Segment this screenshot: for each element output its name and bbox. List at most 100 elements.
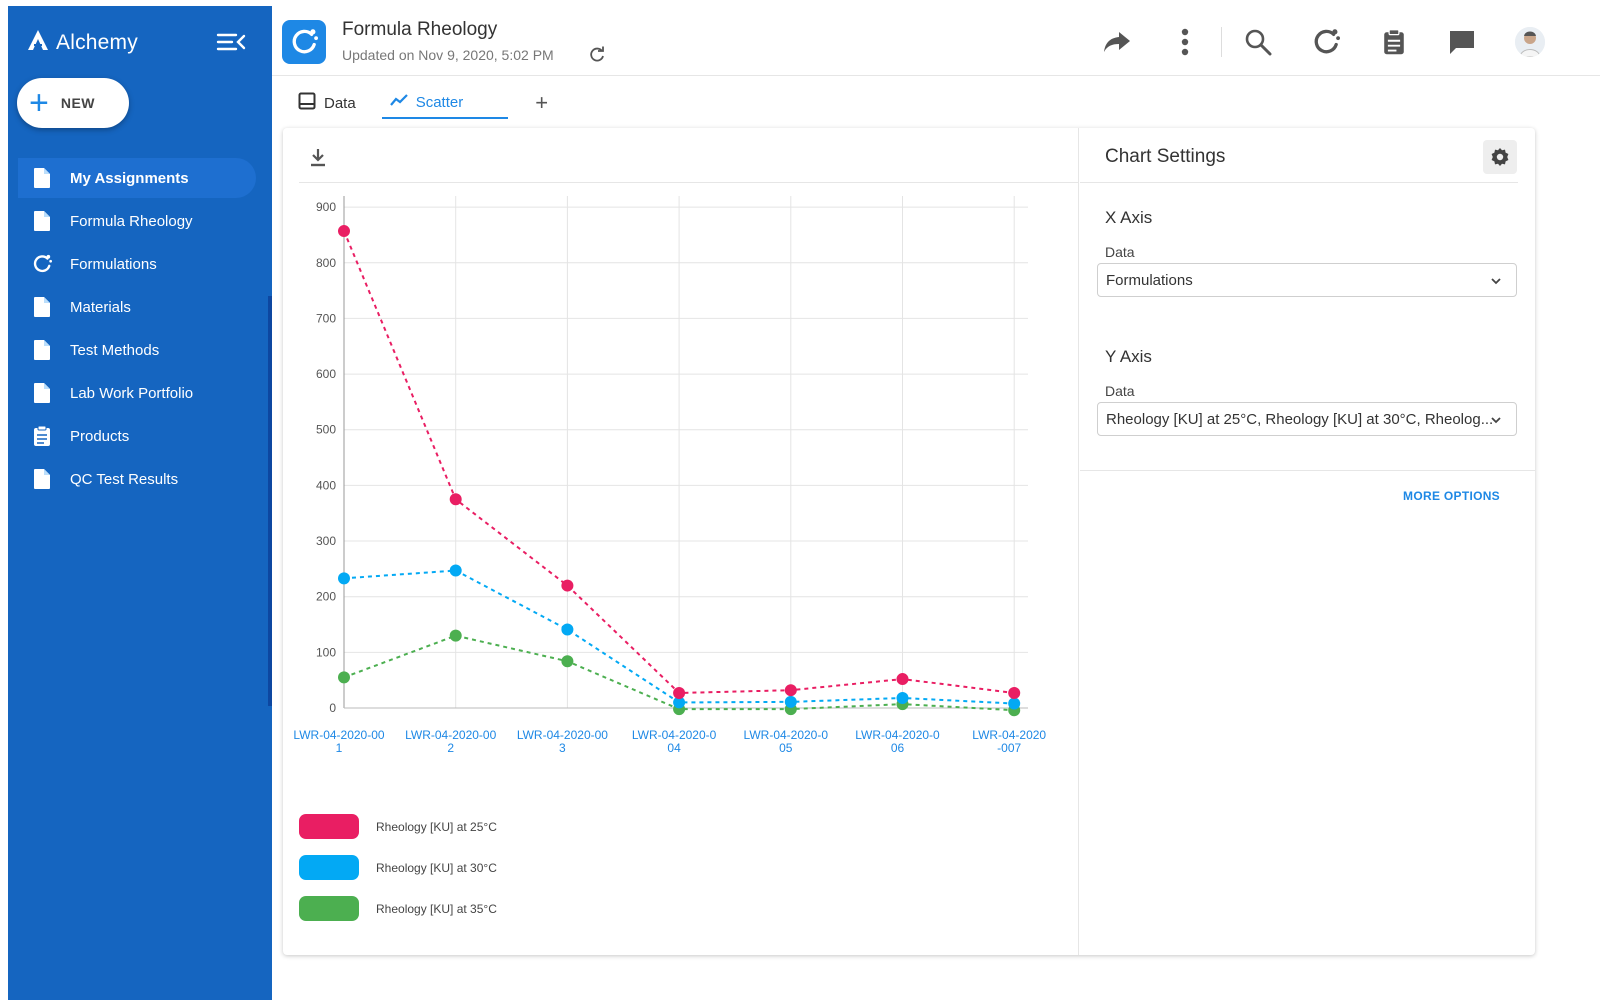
sidebar-item-label: Products <box>70 427 130 445</box>
more-options-button[interactable]: MORE OPTIONS <box>1403 489 1500 503</box>
document-icon <box>32 296 52 318</box>
gear-icon[interactable] <box>1483 140 1517 174</box>
tab-label: Data <box>324 94 356 112</box>
sidebar-item-label: My Assignments <box>70 169 189 187</box>
chevron-down-icon <box>1490 274 1502 286</box>
scatter-chart: 0 100 200 300 400 500 600 700 800 900 LWR-04-2020-… <box>293 196 1046 755</box>
data-point <box>449 564 462 577</box>
x-tick-label: LWR-04-2020 <box>972 728 1046 742</box>
document-icon <box>32 167 52 189</box>
table-icon <box>298 92 316 114</box>
brand-name: Alchemy <box>56 30 138 54</box>
x-tick-label: 04 <box>667 741 681 755</box>
chart-legend: Rheology [KU] at 25°C Rheology [KU] at 30… <box>299 806 497 929</box>
sidebar-item-lab-work-portfolio[interactable]: Lab Work Portfolio <box>18 373 256 413</box>
legend-label: Rheology [KU] at 35°C <box>376 901 497 916</box>
line-chart-icon <box>389 93 408 111</box>
legend-item[interactable]: Rheology [KU] at 35°C <box>299 888 497 929</box>
legend-item[interactable]: Rheology [KU] at 30°C <box>299 847 497 888</box>
y-axis-selected-value: Rheology [KU] at 25°C, Rheology [KU] at … <box>1106 410 1494 428</box>
sidebar-item-label: QC Test Results <box>70 470 179 488</box>
legend-label: Rheology [KU] at 25°C <box>376 819 497 834</box>
x-tick-label: LWR-04-2020-0 <box>855 728 940 742</box>
x-axis-data-select[interactable]: Formulations <box>1097 263 1517 297</box>
data-point <box>673 686 686 699</box>
new-button-label: NEW <box>60 95 96 111</box>
sidebar-item-formulations[interactable]: Formulations <box>18 244 256 284</box>
y-tick-label: 100 <box>316 645 336 659</box>
x-tick-label: 2 <box>447 741 454 755</box>
tab-data[interactable]: Data <box>290 87 364 119</box>
plus-icon: + <box>29 84 49 122</box>
clipboard-icon[interactable] <box>1360 22 1428 62</box>
data-point <box>338 671 350 684</box>
tab-label: Scatter <box>415 93 464 111</box>
tab-scatter[interactable]: Scatter <box>381 87 508 119</box>
search-icon[interactable] <box>1224 22 1292 62</box>
download-icon[interactable] <box>307 146 329 168</box>
sidebar-item-label: Test Methods <box>70 341 160 359</box>
legend-item[interactable]: Rheology [KU] at 25°C <box>299 806 497 847</box>
y-tick-label: 800 <box>316 256 336 270</box>
legend-swatch <box>299 814 359 839</box>
more-vert-icon[interactable] <box>1151 22 1219 62</box>
chat-icon[interactable] <box>1428 22 1496 62</box>
add-tab-button[interactable]: + <box>535 90 549 115</box>
data-point <box>784 695 797 708</box>
formulation-icon <box>32 253 52 275</box>
legend-swatch <box>299 855 359 880</box>
new-button[interactable]: + NEW <box>17 78 129 128</box>
x-tick-label: LWR-04-2020-00 <box>405 728 496 742</box>
sidebar-item-formula-rheology[interactable]: Formula Rheology <box>18 201 256 241</box>
x-tick-label: 1 <box>336 741 343 755</box>
sidebar-item-test-methods[interactable]: Test Methods <box>18 330 256 370</box>
y-tick-label: 400 <box>316 478 336 492</box>
x-tick-label: LWR-04-2020-0 <box>632 728 717 742</box>
x-axis-heading: X Axis <box>1105 208 1153 227</box>
x-tick-label: 3 <box>559 741 566 755</box>
sidebar-item-materials[interactable]: Materials <box>18 287 256 327</box>
data-point <box>896 691 909 704</box>
y-tick-label: 500 <box>316 423 336 437</box>
menu-collapse-icon[interactable] <box>216 30 246 54</box>
sidebar-item-products[interactable]: Products <box>18 416 256 456</box>
settings-divider <box>1080 470 1535 471</box>
chart-settings-panel: Chart Settings X Axis Data Formulations … <box>1080 128 1535 955</box>
sidebar: Alchemy + NEW My Assignments Formula Rhe… <box>8 6 272 1000</box>
data-point <box>561 623 574 636</box>
sidebar-item-label: Formulations <box>70 255 157 273</box>
x-tick-label: -007 <box>997 741 1021 755</box>
x-axis-selected-value: Formulations <box>1106 271 1193 289</box>
data-point <box>449 629 462 642</box>
document-icon <box>32 468 52 490</box>
data-point <box>338 225 350 238</box>
share-icon[interactable] <box>1083 22 1151 62</box>
sidebar-item-my-assignments[interactable]: My Assignments <box>18 158 256 198</box>
refresh-icon[interactable] <box>588 46 606 64</box>
document-icon <box>32 382 52 404</box>
updated-timestamp: Updated on Nov 9, 2020, 5:02 PM <box>342 47 554 63</box>
y-tick-label: 0 <box>329 701 336 715</box>
page-title: Formula Rheology <box>342 19 498 40</box>
data-point <box>561 655 574 668</box>
y-tick-label: 600 <box>316 367 336 381</box>
sidebar-item-qc-test-results[interactable]: QC Test Results <box>18 459 256 499</box>
toolbar-divider <box>1221 27 1222 57</box>
x-tick-label: 05 <box>779 741 793 755</box>
y-tick-label: 700 <box>316 311 336 325</box>
formulation-icon[interactable] <box>1292 22 1360 62</box>
brand[interactable]: Alchemy <box>26 28 138 57</box>
x-tick-label: LWR-04-2020-00 <box>517 728 608 742</box>
y-axis-data-select[interactable]: Rheology [KU] at 25°C, Rheology [KU] at … <box>1097 402 1517 436</box>
header: Formula Rheology Updated on Nov 9, 2020,… <box>272 0 1600 76</box>
clipboard-icon <box>32 425 52 447</box>
chevron-down-icon <box>1490 413 1502 425</box>
y-tick-label: 200 <box>316 590 336 604</box>
chart-divider <box>299 182 1079 183</box>
legend-swatch <box>299 896 359 921</box>
sidebar-scrollbar[interactable] <box>268 296 272 706</box>
settings-title: Chart Settings <box>1105 146 1226 167</box>
user-avatar[interactable] <box>1496 22 1564 62</box>
alchemy-logo-icon <box>26 28 50 57</box>
avatar <box>1515 27 1545 57</box>
